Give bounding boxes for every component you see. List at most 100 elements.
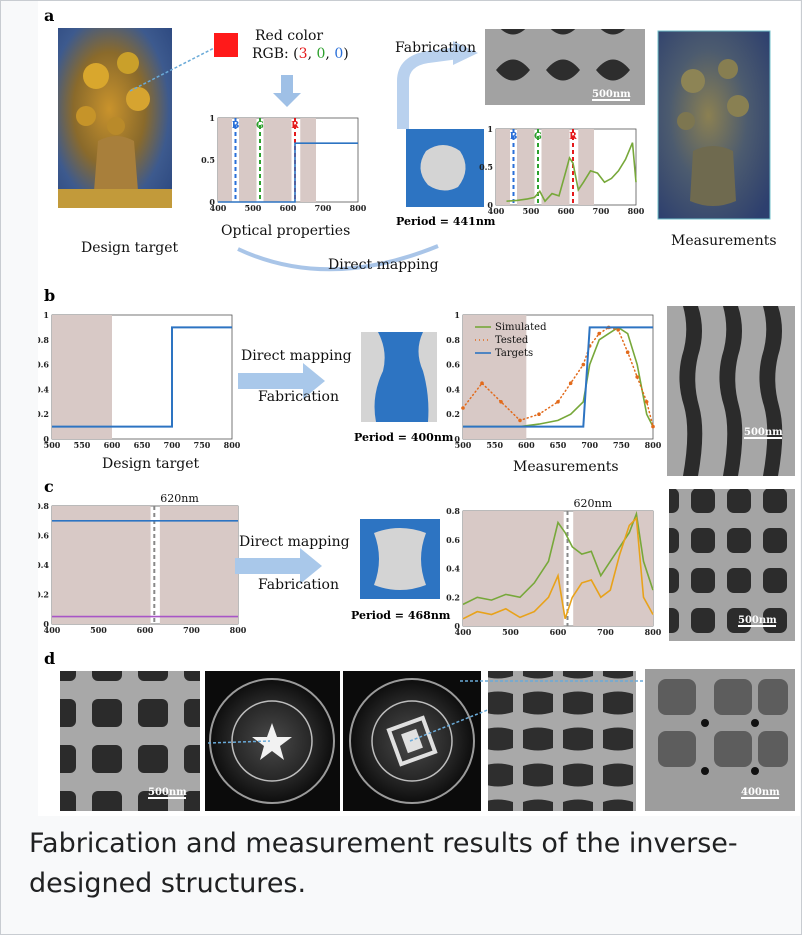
x-tick-label: 500	[90, 625, 107, 635]
y-tick-label: 0.6	[446, 535, 460, 545]
series-tested-point	[625, 350, 630, 355]
y-tick-label: 1	[209, 113, 215, 123]
y-tick-label: 0.5	[201, 155, 215, 165]
shaded-band	[52, 506, 151, 624]
series-tested-point	[537, 412, 541, 417]
series-tested-point	[581, 362, 586, 367]
x-tick-label: 600	[104, 440, 121, 450]
chart-design-target-b: 500 550 600 650 700 750 800 0 0.2 0.4 0.6 0.8 1	[35, 310, 241, 450]
x-tick-label: 500	[502, 627, 519, 637]
x-tick-label: 750	[194, 440, 211, 450]
panel-label-d: d	[44, 649, 55, 668]
y-tick-label: 1	[454, 310, 460, 320]
design-target-label-a: Design target	[81, 240, 179, 256]
unit-cell-a	[406, 129, 484, 207]
band-marker-letter: R	[291, 121, 299, 131]
painting-measurements	[657, 30, 771, 220]
x-tick-label: 800	[224, 440, 241, 450]
panel-label-a: a	[44, 6, 54, 25]
series-tested-point	[635, 375, 639, 379]
shaded-band	[541, 129, 570, 205]
y-tick-label: 0	[43, 434, 49, 444]
panel-label-b: b	[44, 286, 55, 305]
sem-image-d2	[488, 671, 636, 811]
design-target-label-b: Design target	[102, 456, 200, 472]
x-tick-label: 700	[581, 440, 598, 450]
x-tick-label: 600	[558, 206, 575, 216]
x-tick-label: 400	[210, 203, 227, 213]
x-tick-label: 700	[183, 625, 200, 635]
scale-bar-d3: 400nm	[741, 787, 780, 798]
series-tested-point	[597, 331, 601, 336]
shaded-band	[300, 118, 316, 202]
sem-image-c	[669, 489, 795, 641]
series-tested-point	[499, 400, 503, 404]
panel-label-c: c	[44, 477, 54, 496]
y-tick-label: 0	[454, 434, 460, 444]
x-tick-label: 700	[315, 203, 332, 213]
university-seal-image	[205, 671, 340, 811]
legend-label: Targets	[495, 348, 533, 359]
fabrication-label-c: Fabrication	[258, 577, 339, 593]
direct-mapping-arc	[237, 244, 439, 272]
x-tick-label: 800	[230, 625, 247, 635]
fabrication-label-a: Fabrication	[395, 40, 476, 56]
scale-bar-a: 500nm	[592, 89, 631, 100]
y-tick-label: 0	[487, 200, 493, 210]
y-tick-label: 1	[487, 124, 493, 134]
y-tick-label: 0.6	[38, 360, 49, 370]
y-tick-label: 0.8	[38, 335, 49, 345]
y-tick-label: 0.8	[446, 506, 460, 516]
band-marker-letter: G	[256, 121, 264, 131]
y-tick-label: 0.4	[446, 384, 460, 394]
series-line	[462, 510, 654, 606]
x-tick-label: 600	[518, 440, 535, 450]
x-tick-label: 700	[164, 440, 181, 450]
shaded-band	[578, 129, 594, 205]
shaded-band	[239, 118, 257, 202]
x-tick-label: 800	[628, 206, 645, 216]
legend-label: Simulated	[495, 322, 547, 333]
x-tick-label: 400	[455, 627, 472, 637]
series-tested-point	[480, 381, 484, 386]
y-tick-label: 0.2	[38, 409, 49, 419]
shaded-band	[573, 511, 653, 626]
sem-image-a	[485, 29, 645, 105]
period-label-b: Period = 400nm	[354, 431, 454, 444]
red-color-swatch	[214, 33, 238, 57]
direct-mapping-label-c: Direct mapping	[239, 534, 350, 550]
x-tick-label: 400	[488, 206, 505, 216]
band-marker-letter: R	[569, 132, 577, 142]
marker-label-620nm: 620nm	[160, 492, 199, 505]
shaded-band	[517, 129, 535, 205]
band-marker-letter: B	[232, 121, 240, 131]
painting-design-target	[58, 28, 219, 208]
y-tick-label: 0	[209, 197, 215, 207]
x-tick-label: 700	[593, 206, 610, 216]
x-tick-label: 650	[134, 440, 151, 450]
figure-caption: Fabrication and measurement results of t…	[29, 828, 738, 899]
series-tested-point	[568, 381, 573, 386]
chart-design-target-c: 400 500 600 700 800 0 0.2 0.4 0.6 0.8 620nm	[35, 492, 247, 635]
series-line	[52, 326, 232, 428]
y-tick-label: 1	[43, 310, 49, 320]
period-label-a: Period = 441nm	[396, 215, 496, 228]
y-tick-label: 0	[43, 619, 49, 629]
x-tick-label: 550	[74, 440, 91, 450]
sem-image-b	[667, 306, 795, 476]
scale-bar-d1: 500nm	[148, 787, 187, 798]
arrow-down	[273, 75, 301, 107]
shaded-band	[496, 129, 510, 205]
legend-label: Tested	[495, 335, 529, 346]
x-tick-label: 500	[455, 440, 472, 450]
x-tick-label: 600	[137, 625, 154, 635]
figure-image: a Design target Red color RGB: (3, 0, 0)…	[35, 1, 800, 816]
optical-properties-label: Optical properties	[221, 223, 350, 239]
shaded-band	[263, 118, 292, 202]
y-tick-label: 0.2	[446, 409, 460, 419]
series-tested-point	[461, 406, 465, 410]
x-tick-label: 500	[245, 203, 262, 213]
shaded-band	[159, 506, 238, 624]
x-tick-label: 400	[44, 625, 61, 635]
